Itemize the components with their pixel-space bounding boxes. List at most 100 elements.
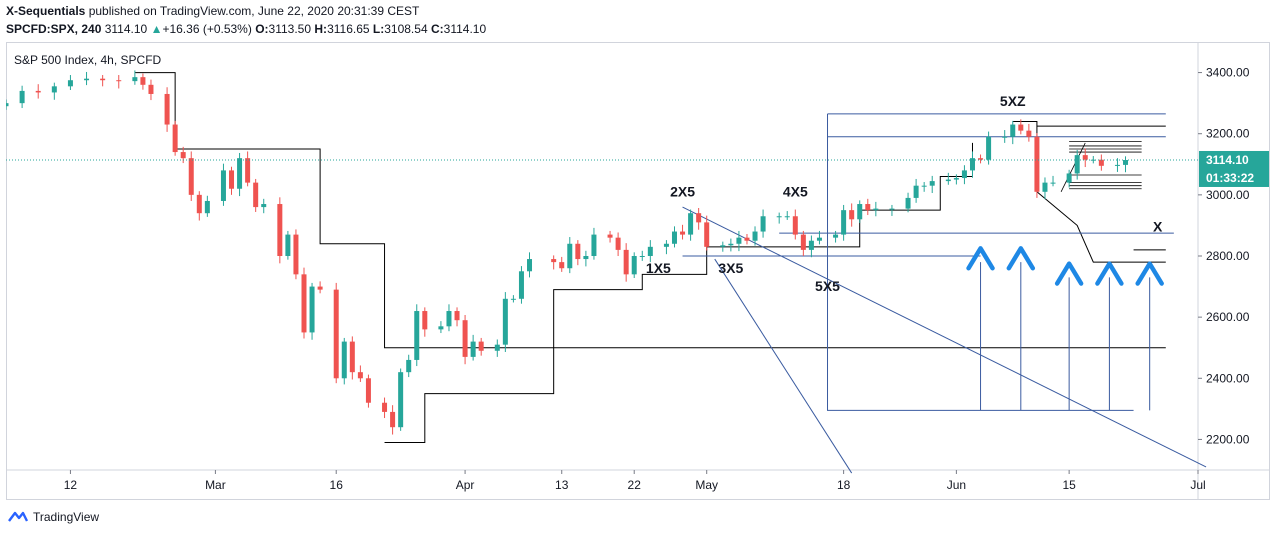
y-tick-label: 2600.00	[1206, 310, 1250, 324]
candle-body	[873, 209, 878, 211]
candle-body	[857, 204, 862, 219]
symbol-label: SPCFD:SPX, 240	[6, 22, 101, 36]
candle-body	[761, 216, 766, 231]
annotation-label: X	[1153, 219, 1163, 235]
candle-body	[736, 238, 741, 244]
y-tick-label: 3000.00	[1206, 188, 1250, 202]
close-label: C:	[431, 22, 444, 36]
candle-body	[978, 158, 983, 160]
candle-body	[438, 326, 443, 329]
candle-body	[704, 222, 709, 246]
candle-body	[221, 170, 226, 201]
candle-body	[302, 274, 307, 332]
candle-body	[527, 259, 532, 271]
x-tick-label: Jun	[947, 478, 966, 492]
candle-body	[350, 342, 355, 373]
candle-body	[310, 287, 315, 333]
candle-body	[366, 378, 371, 402]
low-value: 3108.54	[384, 22, 427, 36]
candle-body	[414, 311, 419, 360]
candle-body	[777, 216, 782, 217]
publisher-name: X-Sequentials	[6, 4, 85, 18]
x-tick-label: 18	[837, 478, 851, 492]
candle-body	[165, 94, 170, 125]
high-label: H:	[314, 22, 327, 36]
x-tick-label: Jul	[1190, 478, 1205, 492]
candle-body	[148, 85, 153, 94]
candle-body	[189, 158, 194, 195]
open-label: O:	[255, 22, 268, 36]
candle-body	[140, 77, 145, 85]
ohlc-bar: SPCFD:SPX, 240 3114.10 ▲+16.36 (+0.53%) …	[6, 22, 486, 36]
candle-body	[1099, 160, 1104, 166]
candle-body	[277, 204, 282, 256]
price-chart[interactable]: S&P 500 Index, 4h, SPCFD 2200.002400.002…	[6, 42, 1270, 500]
candle-body	[817, 238, 822, 241]
candle-body	[744, 238, 749, 241]
candle-body	[753, 232, 758, 241]
candle-body	[20, 91, 25, 103]
candle-body	[664, 244, 669, 247]
candle-body	[954, 178, 959, 180]
candle-body	[1067, 173, 1072, 182]
candle-body	[1083, 155, 1088, 160]
candle-body	[680, 232, 685, 235]
candle-body	[406, 360, 411, 372]
candle-body	[809, 241, 814, 250]
x-tick-label: 16	[330, 478, 344, 492]
candle-body	[52, 86, 57, 92]
candle-body	[1123, 160, 1128, 165]
candle-body	[495, 345, 500, 351]
candle-body	[559, 262, 564, 268]
candle-body	[116, 80, 121, 81]
candle-body	[793, 216, 798, 234]
candle-body	[503, 299, 508, 345]
close-value: 3114.10	[444, 22, 487, 36]
y-tick-label: 3400.00	[1206, 66, 1250, 80]
candle-body	[648, 247, 653, 256]
candle-body	[849, 210, 854, 219]
candle-body	[463, 320, 468, 357]
chart-area[interactable]: S&P 500 Index, 4h, SPCFD 2200.00 2400.00 2…	[6, 42, 1270, 500]
candle-body	[930, 181, 935, 186]
y-tick-label: 2400.00	[1206, 371, 1250, 385]
candle-body	[285, 235, 290, 256]
candle-body	[382, 403, 387, 412]
candle-body	[688, 213, 693, 234]
candle-body	[922, 186, 927, 187]
annotation-label: 5XZ	[1000, 93, 1026, 109]
candle-body	[245, 158, 250, 182]
tradingview-brand: TradingView	[33, 510, 99, 524]
candle-body	[728, 244, 733, 246]
candle-body	[455, 311, 460, 320]
candle-body	[986, 137, 991, 160]
candle-body	[173, 125, 178, 153]
candle-body	[68, 80, 73, 86]
annotation-label: 4X5	[783, 183, 808, 199]
tradingview-footer[interactable]: TradingView	[8, 510, 99, 524]
bar-countdown: 01:33:22	[1206, 171, 1254, 185]
candle-body	[946, 180, 951, 182]
candle-body	[229, 170, 234, 188]
candle-body	[446, 311, 451, 326]
candle-body	[696, 213, 701, 222]
candle-body	[865, 204, 870, 210]
candle-body	[1051, 183, 1056, 184]
price-change: +16.36 (+0.53%)	[162, 22, 251, 36]
candle-body	[293, 235, 298, 275]
candle-body	[519, 271, 524, 299]
candle-body	[253, 183, 258, 207]
candle-body	[398, 372, 403, 427]
candle-body	[841, 210, 846, 234]
open-value: 3113.50	[269, 22, 312, 36]
candle-body	[672, 232, 677, 244]
candle-body	[551, 259, 556, 262]
candle-body	[785, 216, 790, 217]
candle-body	[906, 198, 911, 209]
x-tick-label: 22	[628, 478, 642, 492]
candle-body	[1018, 125, 1023, 131]
candle-body	[1026, 131, 1031, 137]
y-tick-label: 2800.00	[1206, 249, 1250, 263]
candle-body	[181, 152, 186, 158]
candle-body	[1075, 155, 1080, 173]
